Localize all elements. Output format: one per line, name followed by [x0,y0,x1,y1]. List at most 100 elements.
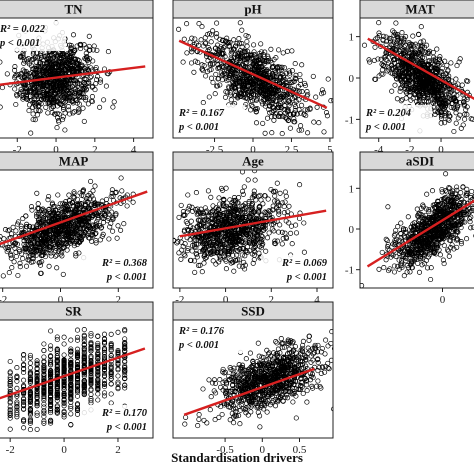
x-tick-label: -2 [0,294,7,306]
data-point [208,250,214,256]
data-point [409,84,415,90]
x-tick-label: -2 [405,144,414,156]
data-point [165,247,169,251]
data-point [199,248,206,254]
data-point [87,74,93,80]
data-point [367,59,373,65]
data-point [32,117,38,123]
data-point [164,243,168,247]
data-point [0,85,5,91]
data-point [238,74,244,80]
data-point [89,84,95,90]
data-point [59,249,65,255]
data-point [258,82,264,88]
data-point [165,250,169,254]
data-point [74,97,80,103]
data-point [460,184,466,190]
data-point [48,253,54,259]
data-point [405,66,412,72]
data-point [234,244,240,250]
data-point [201,247,207,253]
data-point [260,201,266,207]
stats-background [0,21,66,51]
data-point [12,64,18,70]
data-point [297,182,303,188]
data-point [396,257,402,263]
data-point [8,231,15,237]
data-point [248,53,255,59]
data-point [70,203,76,209]
data-point [234,53,241,59]
data-point [240,86,246,92]
data-point [65,61,72,67]
data-point [429,64,435,71]
data-point [269,101,275,108]
data-point [400,79,406,85]
data-point [328,98,333,104]
data-point [404,76,410,82]
data-point [234,247,240,254]
data-point [361,42,368,48]
data-point [269,99,276,106]
panel-title: MAP [59,154,89,169]
data-point [21,58,28,64]
data-point [56,91,62,97]
data-point [70,110,76,116]
data-point [244,43,250,49]
data-point [412,91,418,97]
data-point [60,200,66,206]
data-point [236,36,242,42]
panel-title: aSDI [406,154,434,169]
data-point [214,42,221,48]
data-point [187,39,193,45]
data-point [285,209,291,215]
data-point [108,220,114,226]
data-point [262,225,268,232]
data-point [40,88,46,94]
data-point [97,104,103,110]
data-point [73,226,80,232]
data-point [236,263,242,269]
data-point [228,203,234,209]
data-point [55,98,61,105]
data-point [384,38,390,45]
data-point [294,111,300,117]
data-point [323,110,330,116]
data-point [273,77,279,83]
data-point [398,76,405,82]
data-point [282,110,288,116]
data-point [250,260,256,266]
data-point [441,261,447,267]
data-point [34,112,40,118]
data-point [281,94,287,100]
data-point [238,58,244,64]
data-point [256,57,262,63]
data-point [226,43,232,49]
data-point [262,209,268,215]
data-point [206,94,212,100]
data-point [54,54,60,60]
data-point [395,32,401,38]
data-point [257,192,263,198]
data-point [214,34,220,40]
data-point [465,78,471,84]
data-point [286,77,292,84]
data-point [57,226,63,233]
data-point [255,64,261,70]
data-point [226,246,232,252]
data-point [71,189,77,195]
data-point [80,225,86,231]
data-point [47,52,53,58]
data-point [223,89,229,95]
data-point [83,77,89,83]
data-point [174,240,180,246]
data-point [193,238,199,244]
data-point [311,119,317,125]
data-point [239,41,245,47]
data-point [56,93,62,99]
data-point [42,65,48,71]
data-point [86,79,92,85]
data-point [18,72,24,78]
panel-title: Age [242,154,264,169]
data-point [70,211,76,217]
